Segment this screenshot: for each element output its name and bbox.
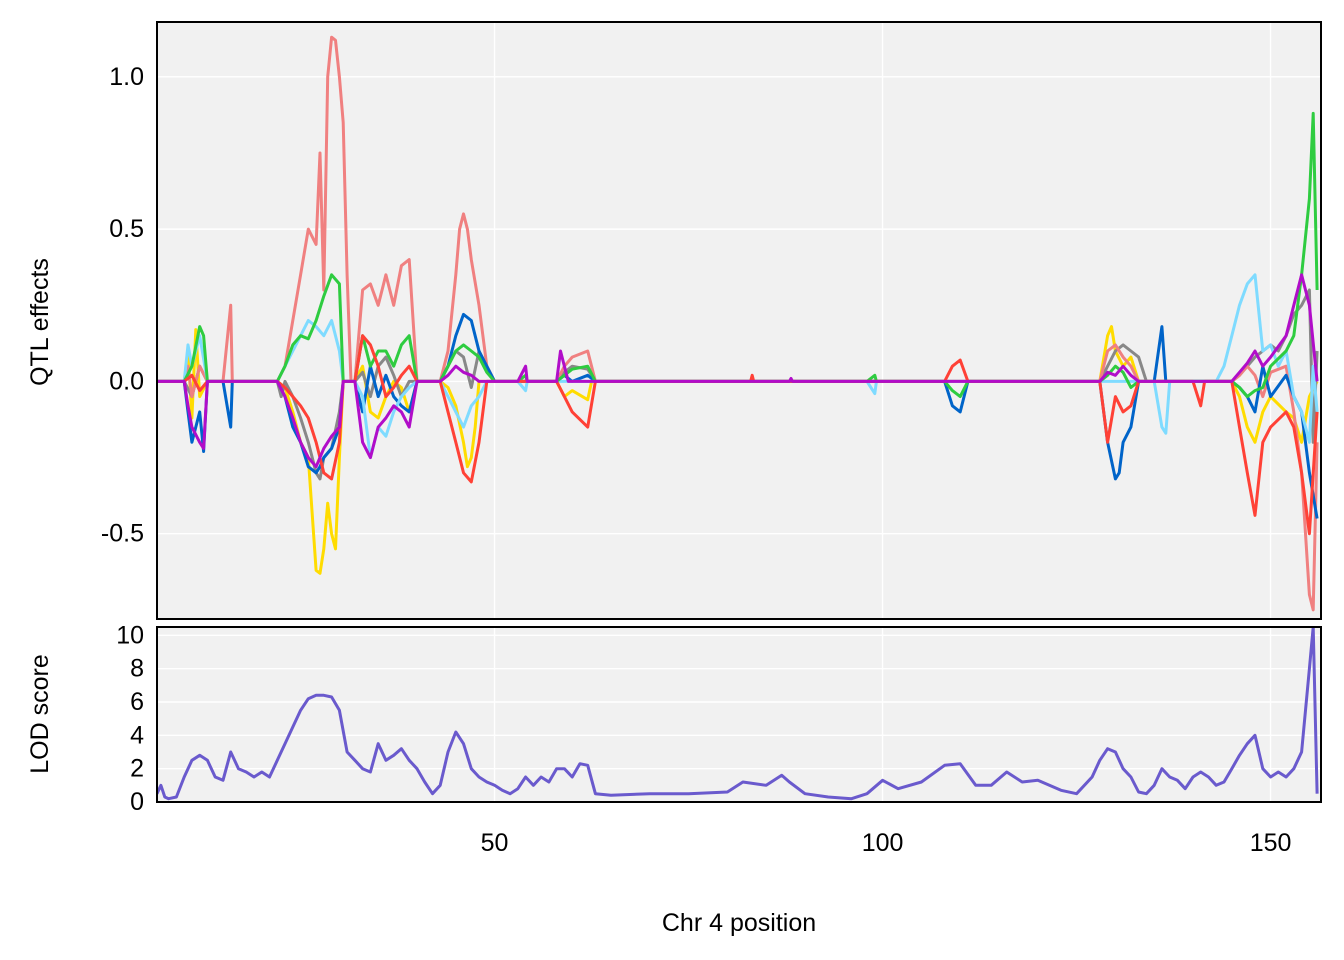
lod-y-axis-label: LOD score (26, 654, 54, 773)
effects-y-axis-label: QTL effects (26, 258, 54, 386)
x-axis: 50 100 150 (481, 829, 1292, 857)
x-tick-label: 100 (862, 829, 904, 857)
series-line-0 (157, 627, 1319, 801)
y-tick-label: 6 (130, 688, 144, 716)
lod-panel: 0 2 4 6 8 10 (116, 621, 1322, 816)
plot-frame (156, 21, 1322, 620)
y-tick-label: 2 (130, 755, 144, 783)
x-axis-label: Chr 4 position (662, 909, 816, 937)
series-group (157, 35, 1319, 612)
y-tick-label: 0.5 (109, 215, 144, 243)
y-tick-label: 4 (130, 721, 144, 749)
y-tick-label: 10 (116, 621, 144, 649)
y-tick-label: 0.0 (109, 367, 144, 395)
y-tick-label: 8 (130, 655, 144, 683)
series-line-7 (157, 273, 1319, 469)
y-tick-label: -0.5 (101, 520, 144, 548)
plot-background (157, 627, 1321, 802)
y-tick-label: 0 (130, 788, 144, 816)
plot-frame (156, 626, 1322, 803)
effects-panel: 1.0 0.5 0.0 -0.5 (101, 21, 1322, 620)
y-tick-label: 1.0 (109, 63, 144, 91)
plot-background (157, 22, 1321, 619)
series-group (157, 627, 1319, 801)
x-tick-label: 150 (1250, 829, 1292, 857)
x-tick-label: 50 (481, 829, 509, 857)
